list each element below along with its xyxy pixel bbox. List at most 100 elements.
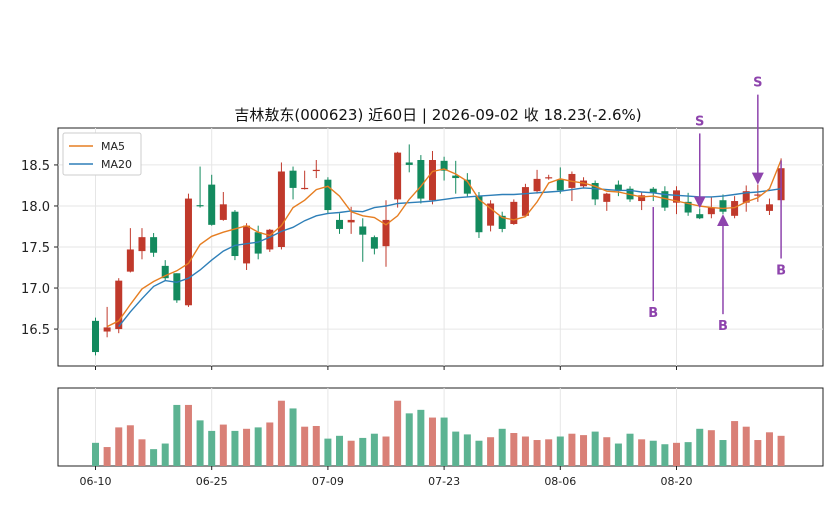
volume-bar (115, 427, 123, 466)
buy-signal: B (648, 207, 658, 321)
candle (742, 185, 750, 212)
candle-body (173, 273, 181, 301)
candle-body (103, 327, 111, 332)
price-tick-label: 18.5 (21, 159, 50, 174)
candle-body (394, 152, 402, 200)
volume-bar (696, 428, 704, 466)
candle-body (545, 177, 553, 179)
volume-bar (219, 424, 227, 466)
candle-body (92, 320, 99, 353)
candle-body (475, 196, 483, 233)
candle (289, 166, 297, 200)
volume-bar (243, 428, 251, 466)
candle-body (370, 237, 378, 249)
buy-signal: B (776, 160, 786, 279)
candle (498, 211, 506, 233)
volume-bars (92, 400, 785, 466)
candle (219, 192, 227, 221)
candle-body (161, 265, 169, 279)
signal-label: S (753, 76, 762, 91)
candle-body (521, 187, 529, 216)
volume-bar (324, 438, 332, 466)
x-tick-label: 08-06 (544, 475, 576, 488)
volume-bar (428, 417, 436, 466)
volume-bar (707, 430, 715, 466)
candle-body (614, 184, 622, 191)
candle (568, 171, 576, 202)
candle-body (661, 191, 669, 208)
candle (173, 273, 181, 303)
signal-label: B (776, 264, 786, 279)
candle-body (428, 160, 436, 201)
candle-body (498, 215, 506, 229)
candle (510, 199, 518, 225)
volume-bar (208, 430, 216, 466)
volume-plot-frame (57, 387, 824, 467)
volume-bar (719, 440, 727, 466)
volume-bar (184, 404, 192, 466)
candle-body (487, 203, 495, 226)
volume-bar (521, 436, 529, 466)
candle-body (208, 184, 216, 225)
volume-bar (638, 439, 646, 466)
candle (359, 218, 367, 262)
candle (673, 186, 680, 215)
volume-bar (103, 447, 111, 466)
candle (301, 170, 309, 190)
candle (370, 235, 378, 255)
volume-bar (196, 420, 204, 466)
candle (719, 194, 727, 215)
candle-body (742, 191, 750, 203)
candle (126, 228, 134, 273)
ma20-line (118, 187, 782, 328)
volume-bar (568, 433, 576, 466)
candle (138, 228, 146, 260)
volume-bar (754, 440, 762, 466)
volume-panel: 06-10 06-25 07-09 07-23 08-06 08-20 (57, 366, 824, 488)
volume-bar (533, 440, 541, 466)
volume-bar (661, 444, 669, 466)
candle (765, 198, 773, 215)
volume-bar (440, 417, 448, 466)
candle-body (289, 170, 297, 188)
volume-bar (173, 404, 181, 466)
legend-ma5-label: MA5 (101, 140, 125, 153)
candle (591, 180, 599, 206)
volume-bar (765, 432, 773, 466)
ma5-line (106, 159, 782, 328)
candle (382, 200, 390, 267)
volume-bar (591, 431, 599, 466)
x-tick-label: 07-23 (428, 475, 460, 488)
x-tick-label: 08-20 (661, 475, 693, 488)
candle (161, 260, 169, 281)
price-panel: 16.5 17.0 17.5 18.0 18.5 B S B S B MA5 MA20 (21, 76, 824, 367)
candle (115, 278, 123, 334)
volume-bar (614, 443, 622, 466)
volume-bar (742, 426, 750, 466)
candle (103, 306, 111, 338)
candle-body (638, 195, 646, 202)
volume-bar (394, 400, 402, 466)
candle-body (359, 226, 367, 235)
candle (184, 193, 192, 307)
volume-bar (382, 436, 390, 466)
candle-body (707, 207, 715, 215)
volume-bar (277, 400, 285, 466)
candle (754, 184, 762, 202)
x-tick-label: 06-10 (80, 475, 112, 488)
signal-label: B (648, 306, 658, 321)
candle-body (533, 178, 541, 192)
volume-bar (92, 442, 99, 466)
candle (208, 174, 216, 226)
candle (649, 187, 657, 202)
candle-body (603, 193, 611, 202)
volume-bar (673, 442, 680, 466)
price-grid (58, 128, 823, 366)
signal-label: S (695, 114, 704, 129)
volume-bar (370, 433, 378, 466)
candle-body (591, 182, 599, 200)
candle (614, 180, 622, 197)
volume-bar (301, 426, 309, 466)
candle (521, 183, 529, 217)
